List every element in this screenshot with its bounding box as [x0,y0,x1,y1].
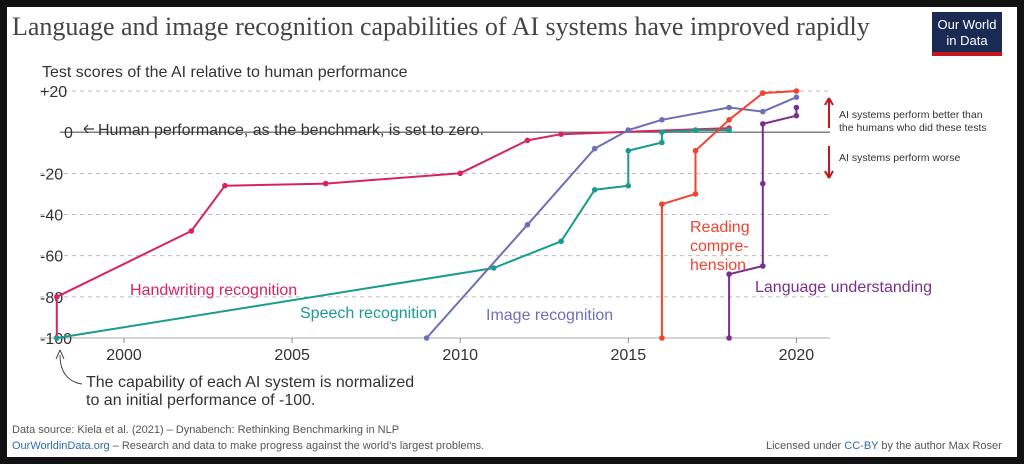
worse-annotation: AI systems perform worse [839,152,961,164]
logo-line-2: in Data [946,33,988,48]
data-point-image-recognition[interactable] [726,104,732,111]
data-point-language-understanding[interactable] [726,271,732,278]
license-prefix: Licensed under [766,440,845,452]
better-annotation-line-2: the humans who did these tests [839,122,987,134]
worse-arrow-icon [824,146,834,179]
data-point-speech-recognition[interactable] [625,182,632,189]
x-tick-label: 2005 [274,347,310,364]
data-point-reading-comprehension[interactable] [659,201,665,207]
license-link[interactable]: CC-BY [844,440,879,452]
data-point-image-recognition[interactable] [760,108,766,115]
data-point-reading-comprehension[interactable] [726,117,732,123]
site-credit-text: – Research and data to make progress aga… [109,440,485,452]
y-tick-label: 0 [64,125,73,142]
y-tick-label: -20 [40,166,63,183]
data-point-handwriting-recognition[interactable] [222,182,228,189]
data-point-speech-recognition[interactable] [726,127,732,133]
x-tick-label: 2015 [611,347,647,364]
owid-logo[interactable]: Our World in Data [932,12,1002,56]
data-point-language-understanding[interactable] [760,121,766,127]
data-point-reading-comprehension[interactable] [793,88,800,94]
data-point-handwriting-recognition[interactable] [558,131,564,137]
data-point-image-recognition[interactable] [625,127,632,133]
data-point-handwriting-recognition[interactable] [322,180,329,187]
gridlines [40,90,830,339]
benchmark-annotation: Human performance, as the benchmark, is … [98,122,484,139]
data-point-image-recognition[interactable] [793,94,800,100]
better-annotation-line-1: AI systems perform better than [839,109,983,121]
data-point-reading-comprehension[interactable] [760,90,766,96]
data-point-speech-recognition[interactable] [659,129,665,135]
data-point-handwriting-recognition[interactable] [524,137,531,144]
site-link[interactable]: OurWorldinData.org [12,440,110,452]
site-credit: OurWorldinData.org – Research and data t… [12,440,484,452]
data-point-speech-recognition[interactable] [491,265,497,271]
data-point-speech-recognition[interactable] [692,127,699,133]
x-tick-label: 2010 [442,347,478,364]
label-reading-comprehension: Reading compre-hension [690,219,750,274]
note-arrow-icon [55,349,65,360]
series-line-image-recognition[interactable] [425,96,797,339]
data-point-image-recognition[interactable] [591,145,598,152]
series-lines [54,88,800,341]
x-tick-label: 2000 [106,347,142,364]
data-point-speech-recognition[interactable] [558,238,564,245]
chart-subtitle: Test scores of the AI relative to human … [42,64,408,81]
chart-title: Language and image recognition capabilit… [12,12,870,41]
data-point-speech-recognition[interactable] [659,139,665,146]
data-point-reading-comprehension[interactable] [692,147,699,154]
data-point-image-recognition[interactable] [524,222,531,228]
x-tick-label: 2020 [779,347,815,364]
data-point-language-understanding[interactable] [760,263,766,269]
data-point-speech-recognition[interactable] [591,187,598,193]
series-line-speech-recognition[interactable] [56,129,730,339]
data-point-reading-comprehension[interactable] [659,335,665,341]
x-axis-ticks: 2000 2005 2010 2015 2020 [106,338,814,364]
data-point-handwriting-recognition[interactable] [54,294,60,300]
normalized-note-line-2: to an initial performance of -100. [86,392,315,409]
license: Licensed under CC-BY by the author Max R… [766,440,1002,452]
data-point-language-understanding[interactable] [793,104,800,111]
y-tick-label: -40 [40,208,63,225]
data-point-language-understanding[interactable] [726,335,732,341]
label-speech-recognition: Speech recognition [300,305,437,322]
license-suffix: by the author Max Roser [878,440,1002,452]
data-point-speech-recognition[interactable] [54,335,60,341]
better-arrow-icon [824,97,834,128]
label-image-recognition: Image recognition [486,307,613,324]
data-point-handwriting-recognition[interactable] [188,228,195,234]
data-point-handwriting-recognition[interactable] [457,170,464,177]
logo-line-1: Our World [937,17,997,32]
data-point-reading-comprehension[interactable] [692,191,699,197]
data-source: Data source: Kiela et al. (2021) – Dynab… [12,424,400,436]
data-point-image-recognition[interactable] [423,335,430,341]
y-tick-label: -60 [40,249,63,266]
data-point-speech-recognition[interactable] [625,147,632,154]
data-point-language-understanding[interactable] [793,112,800,119]
normalized-note-line-1: The capability of each AI system is norm… [86,374,414,391]
data-point-language-understanding[interactable] [760,180,766,187]
note-curve [59,354,83,385]
label-handwriting-recognition: Handwriting recognition [130,282,297,299]
data-point-image-recognition[interactable] [659,117,665,123]
label-language-understanding: Language understanding [755,279,932,296]
benchmark-arrow-icon [83,124,94,134]
y-tick-label: -80 [40,290,63,307]
y-tick-label: +20 [40,84,67,101]
